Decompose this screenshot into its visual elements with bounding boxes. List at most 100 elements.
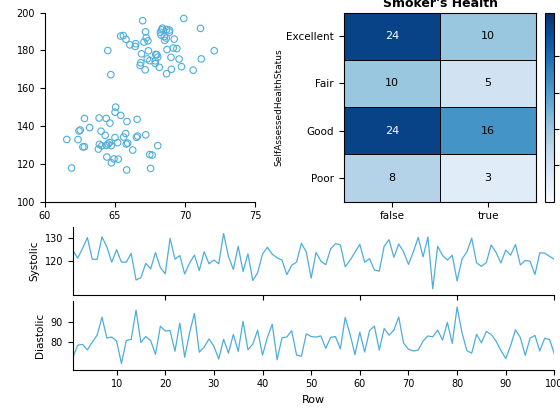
Point xyxy=(162,46,171,53)
Point xyxy=(123,140,132,147)
Point xyxy=(80,143,89,150)
Point xyxy=(95,115,104,121)
Point xyxy=(151,51,160,58)
Point xyxy=(103,47,112,54)
Point xyxy=(148,152,157,158)
X-axis label: Row: Row xyxy=(302,395,325,405)
Point xyxy=(175,56,184,63)
Point xyxy=(153,142,162,149)
Point xyxy=(143,55,152,62)
Point xyxy=(111,104,120,110)
Y-axis label: Systolic: Systolic xyxy=(29,241,39,281)
Point xyxy=(96,128,105,134)
Point xyxy=(121,130,130,137)
Point xyxy=(74,128,83,134)
Point xyxy=(131,40,140,47)
Y-axis label: Diastolic: Diastolic xyxy=(35,313,45,358)
Point xyxy=(157,26,166,33)
Point xyxy=(138,17,147,24)
Point xyxy=(131,43,140,50)
Y-axis label: SelfAssessedHealthStatus: SelfAssessedHealthStatus xyxy=(274,48,283,166)
Point xyxy=(162,26,171,33)
Point xyxy=(189,67,198,74)
Point xyxy=(145,151,154,158)
Point xyxy=(197,55,206,62)
Point xyxy=(157,32,166,39)
Point xyxy=(152,51,161,58)
Point xyxy=(110,134,119,141)
Point xyxy=(119,134,128,140)
Point xyxy=(76,127,85,134)
Point xyxy=(67,165,76,171)
Point xyxy=(141,66,150,73)
Point xyxy=(116,112,125,119)
Point xyxy=(151,60,160,67)
Point xyxy=(160,37,169,44)
Point xyxy=(146,57,155,64)
Point xyxy=(166,54,175,61)
Point xyxy=(158,25,167,31)
Text: 16: 16 xyxy=(481,126,495,136)
Point xyxy=(119,32,128,39)
Point xyxy=(177,63,186,70)
Point xyxy=(153,54,162,60)
Point xyxy=(136,62,144,69)
Point xyxy=(162,35,171,42)
Point xyxy=(116,33,125,39)
Point xyxy=(169,45,178,51)
Text: 5: 5 xyxy=(484,79,492,89)
Point xyxy=(142,34,151,41)
Point xyxy=(105,120,114,126)
Point xyxy=(95,141,104,148)
Point xyxy=(80,115,89,122)
Point xyxy=(128,147,137,153)
Point xyxy=(146,165,155,172)
Point xyxy=(156,29,165,36)
Point xyxy=(105,139,114,146)
Point xyxy=(62,136,71,143)
Point xyxy=(122,167,131,173)
Point xyxy=(133,133,142,139)
Point xyxy=(123,118,132,125)
Text: 24: 24 xyxy=(385,126,399,136)
Text: 10: 10 xyxy=(385,79,399,89)
Point xyxy=(165,27,174,34)
Point xyxy=(210,47,219,54)
Point xyxy=(85,124,94,131)
Point xyxy=(144,47,153,54)
Point xyxy=(107,160,116,166)
Text: 24: 24 xyxy=(385,31,399,41)
Point xyxy=(110,155,119,162)
Point xyxy=(137,50,146,57)
Point xyxy=(170,36,179,42)
Point xyxy=(160,33,169,40)
Point xyxy=(165,29,174,35)
Point xyxy=(155,64,164,71)
Point xyxy=(162,71,171,77)
Point xyxy=(133,116,142,123)
Point xyxy=(113,139,122,146)
Point xyxy=(102,142,111,149)
Point xyxy=(139,39,148,45)
Title: Smoker's Health: Smoker's Health xyxy=(382,0,497,10)
Text: 10: 10 xyxy=(481,31,495,41)
Point xyxy=(102,154,111,160)
Point xyxy=(136,60,145,66)
Point xyxy=(172,45,181,52)
Text: 8: 8 xyxy=(389,173,395,183)
Point xyxy=(78,144,87,150)
Text: 3: 3 xyxy=(484,173,492,183)
Point xyxy=(107,142,116,149)
Point xyxy=(97,142,106,149)
Point xyxy=(101,132,110,139)
Point xyxy=(73,136,82,143)
Point xyxy=(141,131,150,138)
Point xyxy=(104,141,113,147)
Point xyxy=(179,15,188,22)
Point xyxy=(125,42,134,48)
Point xyxy=(102,115,111,122)
Point xyxy=(114,156,123,163)
Point xyxy=(94,146,103,152)
Point xyxy=(151,58,160,64)
Point xyxy=(122,141,130,147)
